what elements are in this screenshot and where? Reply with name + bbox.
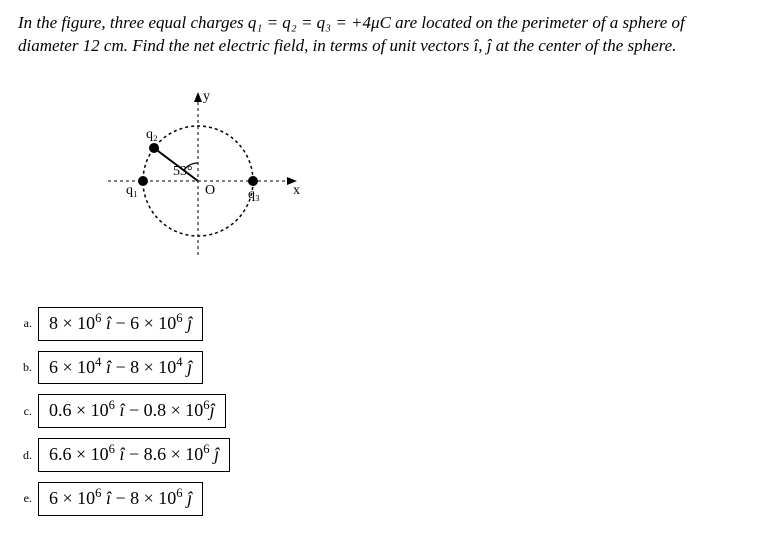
y-arrow	[194, 92, 202, 102]
option-b-label: b.	[18, 360, 32, 375]
opt-a-ci: 8 × 10	[49, 313, 95, 333]
diagram-svg: y x O 53° q₁ q₂ q₃	[88, 86, 308, 266]
charge-q2	[149, 143, 159, 153]
option-a: a. 8 × 106 î − 6 × 106 ĵ	[18, 307, 746, 341]
opt-d-cj: 8.6 × 10	[144, 444, 204, 464]
question-text: In the figure, three equal charges q₁ = …	[18, 12, 746, 58]
option-b: b. 6 × 104 î − 8 × 104 ĵ	[18, 351, 746, 385]
option-b-box[interactable]: 6 × 104 î − 8 × 104 ĵ	[38, 351, 203, 385]
option-c: c. 0.6 × 106 î − 0.8 × 106ĵ	[18, 394, 746, 428]
opt-b-ej: 4	[176, 355, 182, 369]
charge-q1	[138, 176, 148, 186]
q3-label: q₃	[248, 187, 260, 202]
opt-a-ej: 6	[176, 311, 182, 325]
opt-b-cj: 8 × 10	[130, 357, 176, 377]
option-e-box[interactable]: 6 × 106 î − 8 × 106 ĵ	[38, 482, 203, 516]
option-e: e. 6 × 106 î − 8 × 106 ĵ	[18, 482, 746, 516]
opt-d-ei: 6	[109, 442, 115, 456]
option-d: d. 6.6 × 106 î − 8.6 × 106 ĵ	[18, 438, 746, 472]
opt-c-ei: 6	[109, 398, 115, 412]
option-d-box[interactable]: 6.6 × 106 î − 8.6 × 106 ĵ	[38, 438, 230, 472]
opt-c-ci: 0.6 × 10	[49, 400, 109, 420]
opt-a-ei: 6	[95, 311, 101, 325]
opt-e-ei: 6	[95, 486, 101, 500]
opt-e-cj: 8 × 10	[130, 488, 176, 508]
option-c-box[interactable]: 0.6 × 106 î − 0.8 × 106ĵ	[38, 394, 226, 428]
angle-label: 53°	[173, 164, 193, 179]
opt-e-ej: 6	[176, 486, 182, 500]
y-axis-label: y	[203, 89, 210, 104]
option-a-label: a.	[18, 316, 32, 331]
opt-a-cj: 6 × 10	[130, 313, 176, 333]
opt-e-ci: 6 × 10	[49, 488, 95, 508]
option-c-label: c.	[18, 404, 32, 419]
option-a-box[interactable]: 8 × 106 î − 6 × 106 ĵ	[38, 307, 203, 341]
opt-c-cj: 0.8 × 10	[144, 400, 204, 420]
opt-b-ci: 6 × 10	[49, 357, 95, 377]
q2-label: q₂	[146, 127, 158, 142]
figure: y x O 53° q₁ q₂ q₃	[88, 86, 746, 271]
opt-b-ei: 4	[95, 355, 101, 369]
opt-d-ci: 6.6 × 10	[49, 444, 109, 464]
option-e-label: e.	[18, 491, 32, 506]
charge-q3	[248, 176, 258, 186]
x-axis-label: x	[293, 183, 300, 198]
option-d-label: d.	[18, 448, 32, 463]
q1-label: q₁	[126, 183, 138, 198]
options-list: a. 8 × 106 î − 6 × 106 ĵ b. 6 × 104 î − …	[18, 307, 746, 516]
opt-d-ej: 6	[203, 442, 209, 456]
origin-label: O	[205, 183, 215, 198]
